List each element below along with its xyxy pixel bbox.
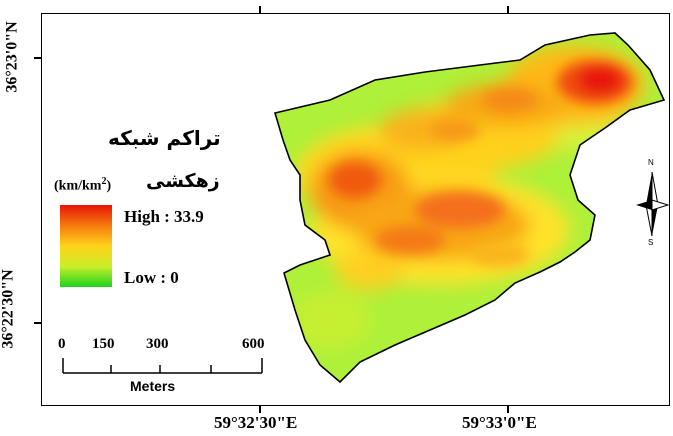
scale-bar [62,358,263,374]
south-letter: S [648,238,654,247]
unit-text: (km/km [54,178,102,194]
legend-high-label: High : 33.9 [124,207,204,226]
scale-unit-label: Meters [130,378,176,394]
top-tick-2 [507,6,509,14]
unit-close: ) [106,178,112,194]
bottom-tick-2 [507,405,509,413]
north-arrow-icon [636,171,670,237]
density-surface [275,33,664,382]
unit-superscript: 2 [101,176,107,187]
left-tick-2 [34,322,42,324]
lon-label-left: 59°32'30"E [214,413,298,432]
bottom-tick-1 [259,405,261,413]
scale-tick-300: 300 [146,336,169,352]
north-letter: N [648,158,654,167]
legend-color-ramp [60,205,112,287]
legend-unit: (km/km2) [54,176,111,195]
left-tick-1 [34,57,42,59]
study-area-outline [273,32,666,384]
legend-title-line1: تراکم شبکه [108,126,221,150]
scale-tick-600: 600 [242,336,265,352]
scale-tick-0: 0 [58,336,66,352]
legend-title-line2: زهکشی [146,170,220,192]
scale-tick-150: 150 [92,336,115,352]
map-frame [41,13,670,406]
legend-low-label: Low : 0 [124,268,179,287]
top-tick-1 [259,6,261,14]
lon-label-right: 59°33'0"E [462,413,537,432]
